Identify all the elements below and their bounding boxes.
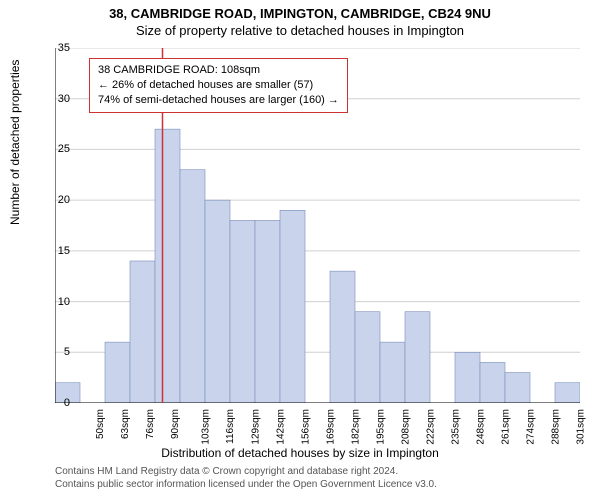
y-tick: 5 [40, 346, 70, 358]
x-tick: 195sqm [375, 409, 386, 445]
y-tick: 20 [40, 194, 70, 206]
y-tick: 25 [40, 143, 70, 155]
x-tick: 50sqm [95, 409, 106, 439]
x-tick: 63sqm [120, 409, 131, 439]
chart-container: 38, CAMBRIDGE ROAD, IMPINGTON, CAMBRIDGE… [0, 0, 600, 500]
x-tick: 142sqm [275, 409, 286, 445]
x-tick: 222sqm [425, 409, 436, 445]
y-axis-label: Number of detached properties [8, 60, 22, 225]
x-tick: 248sqm [475, 409, 486, 445]
annotation-box: 38 CAMBRIDGE ROAD: 108sqm← 26% of detach… [89, 58, 348, 113]
x-tick: 156sqm [300, 409, 311, 445]
x-tick: 261sqm [500, 409, 511, 445]
footer: Contains HM Land Registry data © Crown c… [55, 465, 437, 491]
y-tick: 10 [40, 296, 70, 308]
title-sub: Size of property relative to detached ho… [0, 21, 600, 38]
x-tick: 274sqm [525, 409, 536, 445]
x-tick: 169sqm [325, 409, 336, 445]
x-tick: 103sqm [200, 409, 211, 445]
annotation-line1: 38 CAMBRIDGE ROAD: 108sqm [98, 63, 339, 78]
x-tick: 90sqm [170, 409, 181, 439]
x-tick: 208sqm [400, 409, 411, 445]
y-tick: 0 [40, 397, 70, 409]
x-tick: 129sqm [250, 409, 261, 445]
footer-line1: Contains HM Land Registry data © Crown c… [55, 465, 437, 478]
y-tick: 15 [40, 245, 70, 257]
y-tick: 35 [40, 42, 70, 54]
y-tick: 30 [40, 93, 70, 105]
x-tick: 288sqm [550, 409, 561, 445]
title-main: 38, CAMBRIDGE ROAD, IMPINGTON, CAMBRIDGE… [0, 0, 600, 21]
x-tick: 76sqm [145, 409, 156, 439]
x-tick: 301sqm [575, 409, 586, 445]
annotation-line2: ← 26% of detached houses are smaller (57… [98, 78, 339, 93]
x-tick: 116sqm [224, 409, 235, 444]
x-tick: 182sqm [350, 409, 361, 445]
x-axis-label: Distribution of detached houses by size … [0, 446, 600, 460]
x-tick: 235sqm [450, 409, 461, 445]
annotation-line3: 74% of semi-detached houses are larger (… [98, 93, 339, 108]
footer-line2: Contains public sector information licen… [55, 478, 437, 491]
